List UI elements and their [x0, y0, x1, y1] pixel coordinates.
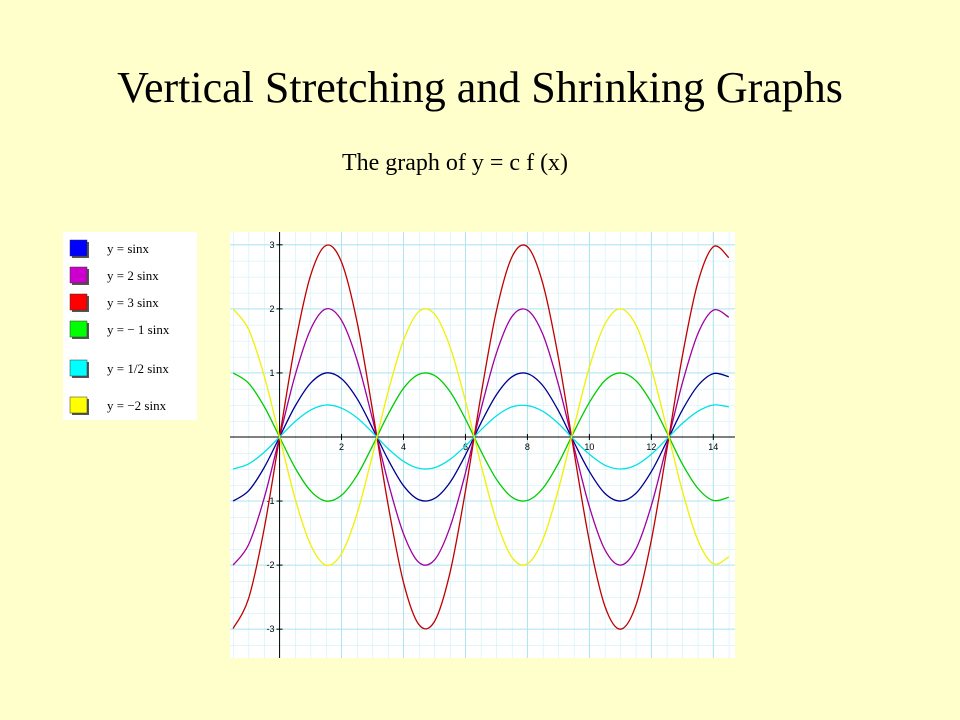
legend-swatch — [69, 396, 88, 414]
x-tick-label: 10 — [584, 442, 594, 452]
fine-grid — [230, 232, 735, 658]
legend-swatch — [69, 359, 88, 377]
legend-swatch — [69, 293, 88, 311]
curve — [232, 308, 730, 567]
x-tick-label: 12 — [646, 442, 656, 452]
legend-label: y = 1/2 sinx — [107, 361, 169, 376]
legend-label: y = sinx — [107, 241, 150, 256]
legend-swatch — [69, 266, 88, 284]
title: Vertical Stretching and Shrinking Graphs — [117, 63, 843, 112]
legend-swatch — [69, 239, 88, 257]
y-tick-label: 2 — [270, 304, 275, 314]
legend-swatch — [69, 320, 88, 338]
x-tick-label: 4 — [401, 442, 406, 452]
y-tick-label: -3 — [267, 624, 275, 634]
curve — [232, 307, 730, 566]
x-tick-label: 8 — [525, 442, 530, 452]
x-tick-label: 6 — [463, 442, 468, 452]
y-tick-label: -1 — [267, 496, 275, 506]
x-tick-label: 2 — [339, 442, 344, 452]
curve — [232, 372, 729, 502]
subtitle: The graph of y = c f (x) — [342, 150, 568, 176]
y-tick-label: 1 — [270, 368, 275, 378]
legend-label: y = − 1 sinx — [107, 322, 170, 337]
curve — [232, 404, 729, 470]
y-tick-label: 3 — [270, 240, 275, 250]
x-tick-label: 14 — [708, 442, 718, 452]
y-tick-label: -2 — [267, 560, 275, 570]
curve — [232, 372, 729, 502]
curve — [232, 244, 730, 630]
legend-label: y = 2 sinx — [107, 268, 159, 283]
legend-label: y = −2 sinx — [107, 398, 167, 413]
legend-label: y = 3 sinx — [107, 295, 159, 310]
